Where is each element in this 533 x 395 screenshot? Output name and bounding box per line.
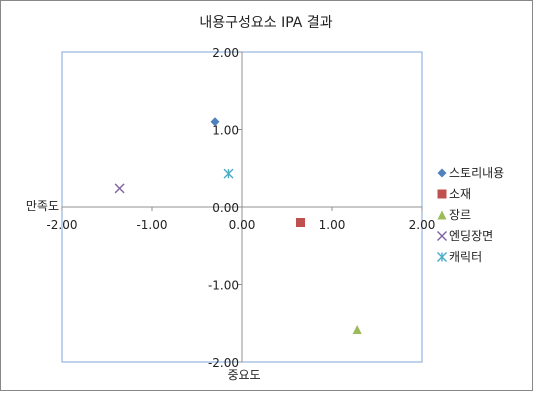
legend-marker-asterisk xyxy=(437,252,447,262)
legend-label: 장르 xyxy=(449,208,471,222)
x-tick-label: -1.00 xyxy=(136,218,167,232)
x-tick-label: -2.00 xyxy=(46,218,77,232)
legend-marker-square xyxy=(437,189,447,199)
x-tick-label: 1.00 xyxy=(319,218,346,232)
y-tick-label: 2.00 xyxy=(212,46,239,60)
data-point-triangle xyxy=(352,324,362,334)
chart-title: 내용구성요소 IPA 결과 xyxy=(199,15,332,31)
marks-layer xyxy=(114,117,362,334)
data-point-diamond xyxy=(210,117,220,127)
y-tick-label: 1.00 xyxy=(212,124,239,138)
legend-marker-diamond xyxy=(437,168,447,178)
y-tick-label: -2.00 xyxy=(208,356,239,370)
x-axis-title: 만족도 xyxy=(26,199,59,213)
x-tick-label: 0.00 xyxy=(229,218,256,232)
axes-layer: -2.00 -1.00 0.00 1.00 2.00 2.00 1.00 0.00 -1.00 -… xyxy=(26,46,435,382)
legend-label: 캐릭터 xyxy=(449,250,482,264)
legend-label: 스토리내용 xyxy=(449,166,504,180)
legend-label: 소재 xyxy=(449,187,471,201)
data-point-square xyxy=(296,218,305,227)
data-point-asterisk xyxy=(223,168,234,179)
data-point-x xyxy=(114,183,125,194)
y-tick-label: 0.00 xyxy=(212,201,239,215)
x-tick-label: 2.00 xyxy=(409,218,436,232)
y-tick-label: -1.00 xyxy=(208,279,239,293)
legend-marker-triangle xyxy=(437,210,447,220)
legend-label: 엔딩장면 xyxy=(449,229,493,243)
y-axis-title: 중요도 xyxy=(227,368,260,382)
legend-marker-x xyxy=(437,231,447,241)
